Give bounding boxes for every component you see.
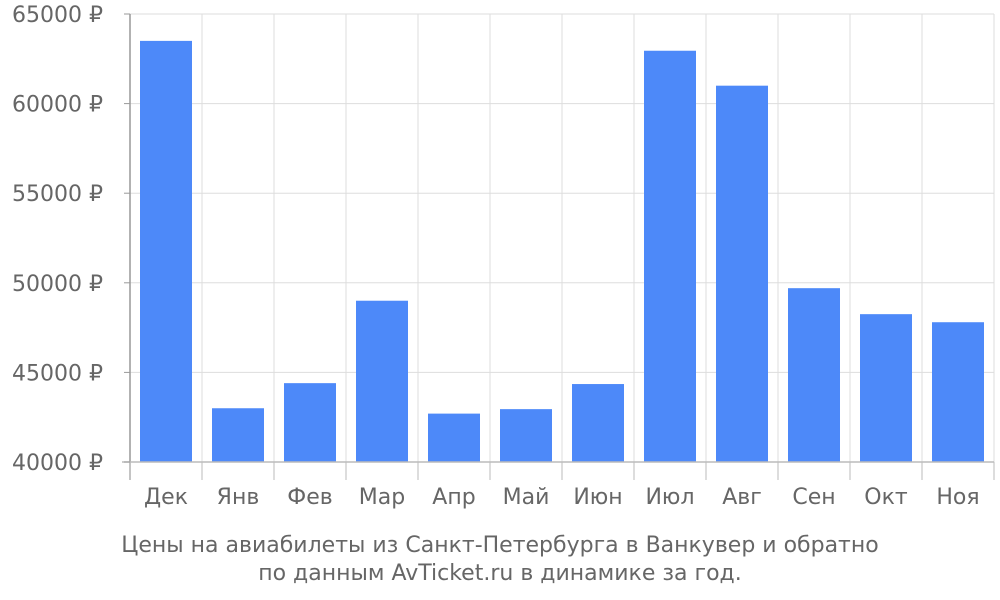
bar-7 (572, 384, 624, 462)
bar-12 (932, 322, 984, 462)
x-axis-labels: Дек Янв Фев Мар Апр Май Июн Июл Авг Сен Окт Ноя (144, 485, 980, 510)
x-tick-label-11: Окт (864, 485, 908, 510)
x-tick-label-12: Ноя (936, 485, 979, 510)
bars (140, 40, 984, 463)
x-tick-label-7: Июн (573, 485, 622, 510)
y-axis-labels: 40000 ₽ 45000 ₽ 50000 ₽ 55000 ₽ 60000 ₽ 65000… (12, 3, 103, 476)
bar-8 (644, 50, 696, 463)
axes (122, 13, 995, 480)
bar-5 (428, 413, 480, 462)
x-tick-label-1: Дек (144, 485, 188, 510)
x-tick-label-8: Июл (645, 485, 694, 510)
bar-4 (356, 300, 408, 462)
bar-11 (860, 314, 912, 462)
bar-chart: 40000 ₽ 45000 ₽ 50000 ₽ 55000 ₽ 60000 ₽ 65000… (12, 3, 995, 510)
x-tick-label-4: Мар (359, 485, 405, 510)
grid-lines (129, 13, 995, 463)
x-tick-label-10: Сен (792, 485, 835, 510)
y-tick-label-3: 55000 ₽ (12, 182, 103, 207)
x-tick-label-2: Янв (217, 485, 260, 510)
bar-10 (788, 288, 840, 462)
chart-caption: Цены на авиабилеты из Санкт-Петербурга в… (0, 532, 1000, 588)
x-tick-label-5: Апр (432, 485, 475, 510)
bar-6 (500, 409, 552, 462)
y-tick-label-1: 45000 ₽ (12, 361, 103, 386)
y-tick-label-4: 60000 ₽ (12, 93, 103, 118)
bar-3 (284, 383, 336, 462)
x-tick-label-9: Авг (722, 485, 762, 510)
caption-line-1: Цены на авиабилеты из Санкт-Петербурга в… (121, 533, 879, 558)
x-tick-label-3: Фев (287, 485, 332, 510)
y-tick-label-0: 40000 ₽ (12, 451, 103, 476)
bar-1 (140, 40, 192, 462)
bar-9 (716, 85, 768, 463)
y-tick-label-2: 50000 ₽ (12, 272, 103, 297)
x-tick-label-6: Май (503, 485, 550, 510)
bar-2 (212, 408, 264, 462)
y-tick-label-5: 65000 ₽ (12, 3, 103, 28)
caption-line-2: по данным AvTicket.ru в динамике за год. (258, 561, 742, 586)
